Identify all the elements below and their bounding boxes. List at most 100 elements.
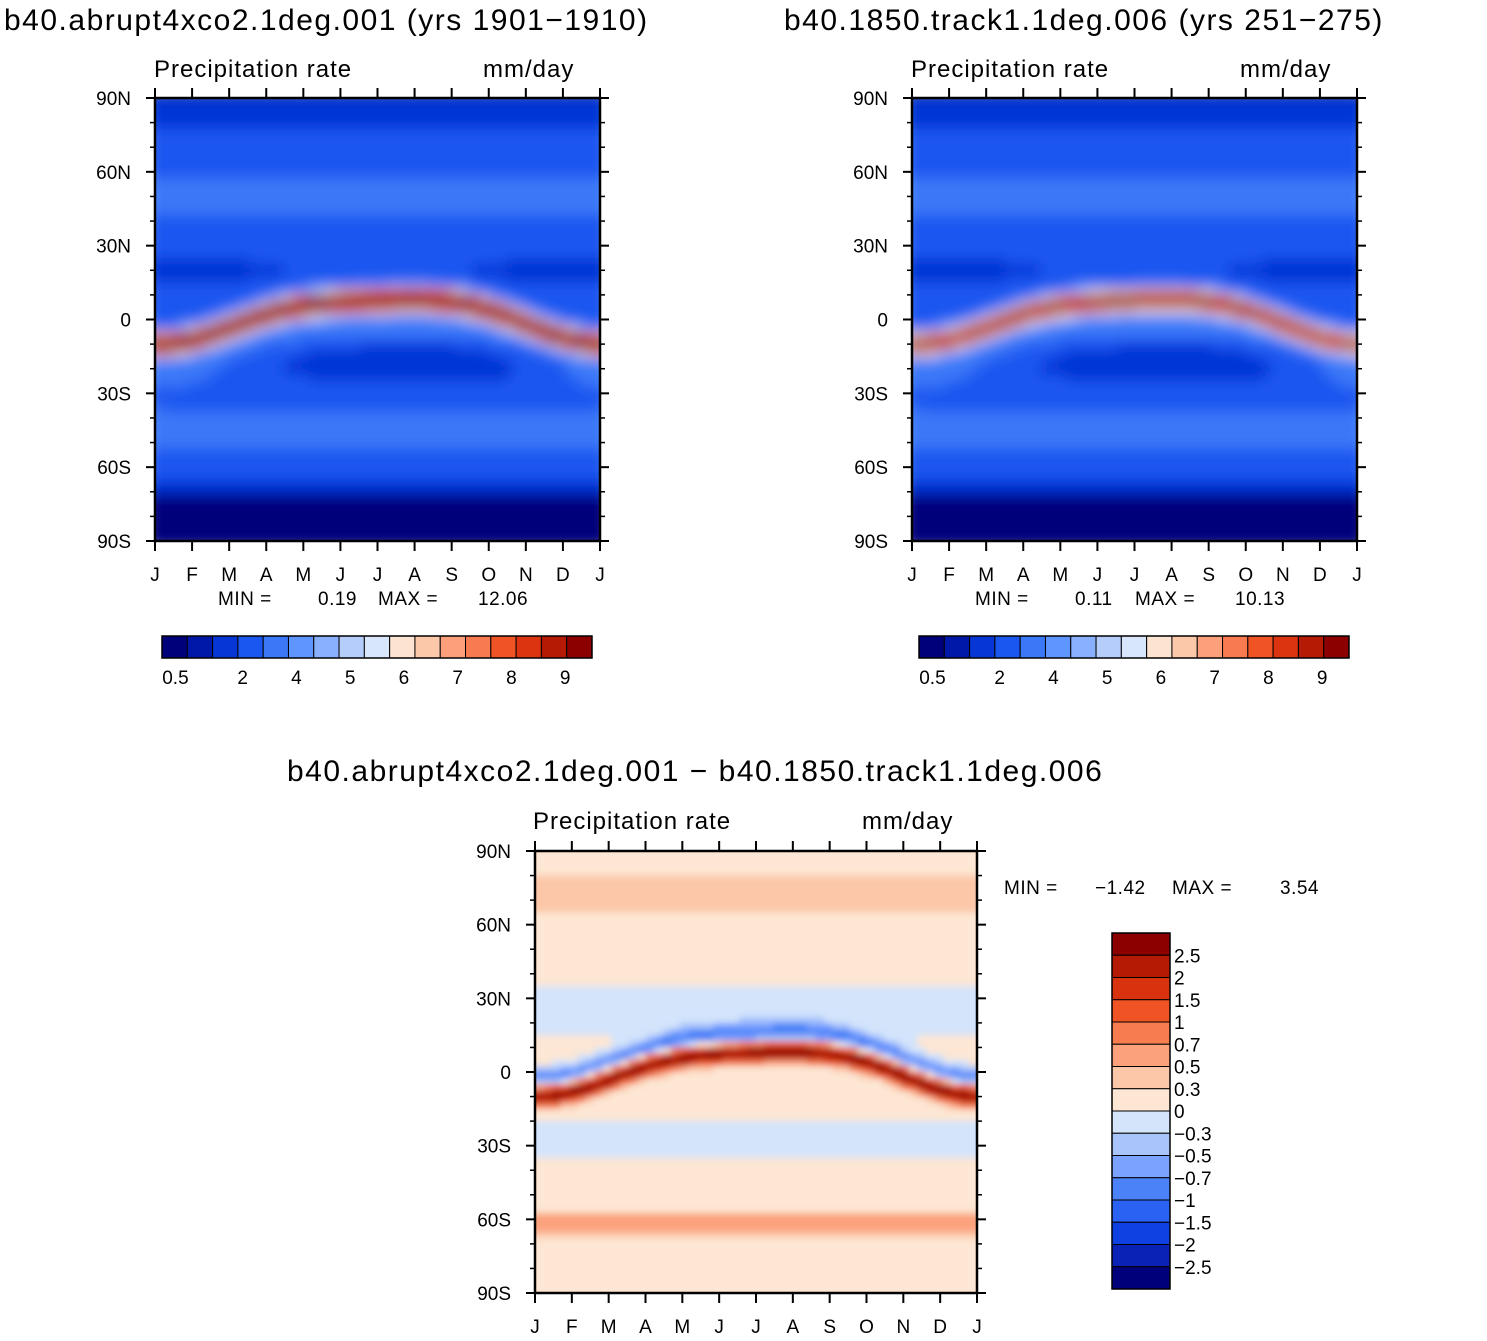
heat-cell xyxy=(172,337,182,346)
heat-cell xyxy=(206,368,217,377)
heat-cell xyxy=(963,184,974,192)
heat-cell xyxy=(565,516,576,524)
left-max-value: 12.06 xyxy=(478,589,529,610)
heat-cell xyxy=(445,221,456,229)
heat-cell xyxy=(522,301,533,309)
heat-cell xyxy=(600,467,610,474)
heat-cell xyxy=(214,350,225,358)
heat-cell xyxy=(582,128,593,137)
heat-cell xyxy=(394,454,405,463)
heat-cell xyxy=(291,479,302,487)
heat-cell xyxy=(989,276,999,284)
heat-cell xyxy=(963,147,974,155)
heat-cell xyxy=(963,405,974,413)
heat-cell xyxy=(463,251,473,260)
heat-cell xyxy=(582,350,593,358)
heat-cell xyxy=(997,337,1008,346)
heat-cell xyxy=(557,214,567,223)
heat-cell xyxy=(454,233,465,241)
heat-cell xyxy=(582,294,593,303)
heat-cell xyxy=(368,331,379,340)
heat-cell xyxy=(403,319,413,327)
heat-cell xyxy=(557,104,567,112)
heat-cell xyxy=(531,196,542,204)
heat-cell xyxy=(394,116,405,124)
heat-cell xyxy=(971,171,982,180)
heat-cell xyxy=(937,424,948,432)
heat-cell xyxy=(428,467,439,475)
heat-cell xyxy=(343,233,354,241)
heat-cell xyxy=(326,362,336,370)
heat-cell xyxy=(420,239,431,247)
heat-cell xyxy=(548,467,559,475)
heat-cell xyxy=(989,190,999,198)
heat-cell xyxy=(403,504,413,512)
heat-cell xyxy=(377,504,388,512)
heat-cell xyxy=(309,516,319,524)
heat-cell xyxy=(266,288,277,297)
heat-cell xyxy=(963,344,974,352)
heat-cell xyxy=(420,282,431,290)
heat-cell xyxy=(454,331,465,340)
right-min-value: 0.11 xyxy=(1075,589,1113,610)
heat-cell xyxy=(997,473,1008,481)
heat-cell xyxy=(954,510,965,518)
heat-cell xyxy=(291,485,302,493)
heat-cell xyxy=(963,485,974,493)
heat-cell xyxy=(326,221,336,229)
heat-cell xyxy=(963,313,974,321)
heat-cell xyxy=(351,208,362,217)
heat-cell xyxy=(937,190,948,198)
heat-cell xyxy=(980,344,991,352)
heat-cell xyxy=(522,448,533,457)
heat-cell xyxy=(360,442,371,450)
heat-cell xyxy=(172,381,182,389)
heat-cell xyxy=(488,436,499,444)
heat-cell xyxy=(497,245,508,254)
heat-cell xyxy=(954,485,965,493)
heat-cell xyxy=(980,110,991,118)
heat-cell xyxy=(189,442,199,450)
heat-cell xyxy=(291,442,302,450)
heat-cell xyxy=(565,177,576,186)
heat-cell xyxy=(480,276,490,284)
heat-cell xyxy=(291,221,302,229)
heat-cell xyxy=(240,436,251,444)
heat-cell xyxy=(197,165,208,174)
heat-cell xyxy=(574,516,585,524)
heat-cell xyxy=(980,288,991,297)
heat-cell xyxy=(155,436,165,444)
heat-cell xyxy=(582,331,593,340)
heat-cell xyxy=(480,350,490,358)
heat-cell xyxy=(368,159,379,167)
heat-cell xyxy=(240,294,251,303)
heat-cell xyxy=(403,110,413,118)
heat-cell xyxy=(317,141,328,149)
heat-cell xyxy=(249,381,259,389)
heat-cell xyxy=(274,98,285,106)
heat-cell xyxy=(505,307,516,315)
heat-cell xyxy=(249,264,259,272)
heat-cell xyxy=(386,430,396,438)
heat-cell xyxy=(582,233,593,241)
heat-cell xyxy=(180,516,191,524)
heat-cell xyxy=(189,98,199,106)
heat-cell xyxy=(505,257,516,266)
heat-cell xyxy=(403,442,413,450)
heat-cell xyxy=(274,153,285,161)
heat-cell xyxy=(437,368,448,377)
layer-left-cells xyxy=(155,98,610,541)
heat-cell xyxy=(557,331,567,340)
heat-cell xyxy=(223,288,234,297)
heat-cell xyxy=(309,288,319,297)
heat-cell xyxy=(582,393,593,401)
heat-cell xyxy=(514,202,525,210)
heat-cell xyxy=(946,208,956,217)
heat-cell xyxy=(386,110,396,118)
heat-cell xyxy=(565,454,576,463)
heat-cell xyxy=(189,196,199,204)
heat-cell xyxy=(557,208,567,217)
heat-cell xyxy=(540,381,550,389)
heat-cell xyxy=(548,307,559,315)
heat-cell xyxy=(223,221,234,229)
